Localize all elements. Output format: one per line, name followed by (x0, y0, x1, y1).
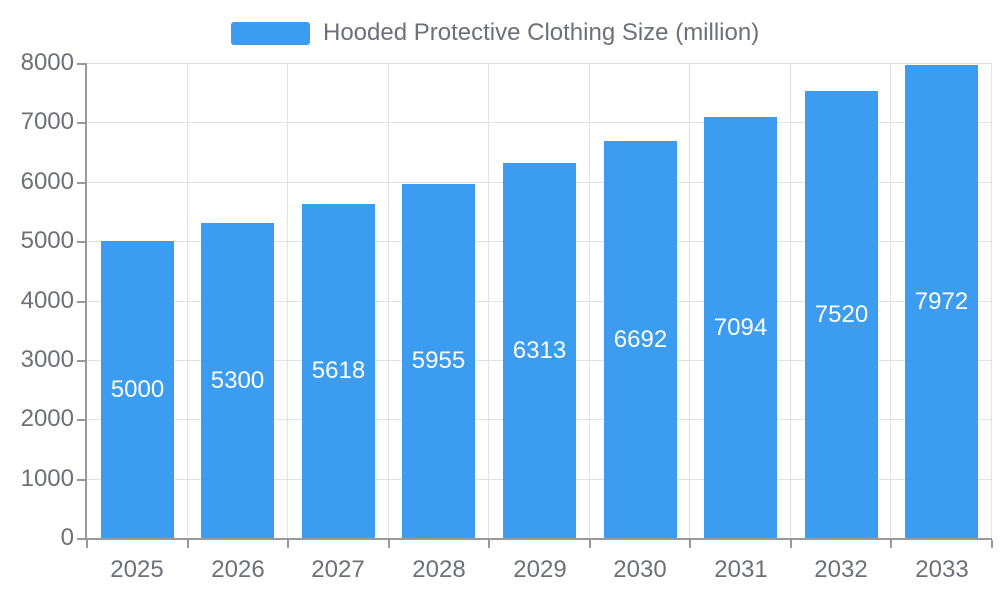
y-tick-label: 5000 (20, 227, 74, 254)
x-tick-label: 2032 (814, 556, 868, 583)
x-gridline (589, 63, 590, 538)
x-tick-label: 2030 (613, 556, 667, 583)
y-axis-tick (77, 538, 85, 540)
x-gridline (388, 63, 389, 538)
bar: 7972 (905, 65, 978, 538)
bar-value-label: 7972 (914, 287, 969, 315)
y-axis-tick (77, 122, 85, 124)
y-gridline (87, 63, 992, 64)
x-axis-line (85, 538, 992, 540)
bar: 5618 (302, 204, 375, 538)
x-gridline (488, 63, 489, 538)
x-tick-label: 2033 (915, 556, 969, 583)
x-axis-tick (287, 540, 289, 548)
bar: 7094 (704, 117, 777, 538)
bar-value-label: 5300 (210, 366, 265, 394)
x-axis-tick (488, 540, 490, 548)
x-axis-tick (86, 540, 88, 548)
x-axis-tick (890, 540, 892, 548)
x-gridline (790, 63, 791, 538)
legend-label: Hooded Protective Clothing Size (million… (323, 19, 760, 46)
y-tick-label: 8000 (20, 49, 74, 76)
y-tick-label: 6000 (20, 168, 74, 195)
legend-item[interactable]: Hooded Protective Clothing Size (million… (231, 19, 759, 47)
x-axis-tick (589, 540, 591, 548)
bar-value-label: 7520 (814, 300, 869, 328)
y-tick-label: 4000 (20, 287, 74, 314)
y-tick-label: 1000 (20, 465, 74, 492)
x-gridline (890, 63, 891, 538)
y-axis-tick (77, 360, 85, 362)
bar-value-label: 5955 (411, 347, 466, 374)
plot-area: 5000 5300 5618 5955 6313 6692 7094 7520 7972 (77, 63, 993, 548)
x-axis-tick (790, 540, 792, 548)
x-axis-tick (991, 540, 993, 548)
x-gridline (287, 63, 288, 538)
bar-value-label: 6692 (613, 325, 668, 353)
y-axis-tick (77, 301, 85, 303)
y-axis-tick (77, 479, 85, 481)
x-axis-tick (388, 540, 390, 548)
x-tick-label: 2026 (211, 556, 265, 583)
x-gridline (991, 63, 992, 538)
y-axis-tick (77, 419, 85, 421)
y-tick-label: 3000 (20, 346, 74, 373)
x-tick-label: 2028 (412, 556, 466, 583)
bar-value-label: 5618 (311, 357, 366, 384)
y-axis-tick (77, 63, 85, 65)
bar: 5000 (101, 241, 174, 538)
bar: 5300 (201, 223, 274, 538)
x-tick-label: 2027 (311, 556, 365, 583)
y-axis-tick (77, 182, 85, 184)
x-axis-tick (187, 540, 189, 548)
bar: 6692 (604, 141, 677, 538)
bar-value-label: 7094 (713, 313, 768, 341)
x-axis-tick (689, 540, 691, 548)
x-tick-label: 2025 (110, 556, 164, 583)
y-tick-label: 0 (60, 524, 74, 551)
x-tick-label: 2031 (714, 556, 768, 583)
x-tick-label: 2029 (513, 556, 567, 583)
y-axis-tick (77, 241, 85, 243)
y-tick-label: 2000 (20, 405, 74, 432)
y-axis-line (85, 63, 87, 540)
legend-swatch (231, 21, 310, 45)
x-gridline (187, 63, 188, 538)
bar-value-label: 6313 (512, 336, 567, 364)
bar: 6313 (503, 163, 576, 538)
bar: 7520 (805, 91, 878, 538)
bar: 5955 (402, 184, 475, 538)
x-gridline (689, 63, 690, 538)
bar-value-label: 5000 (110, 375, 165, 403)
y-tick-label: 7000 (20, 108, 74, 135)
